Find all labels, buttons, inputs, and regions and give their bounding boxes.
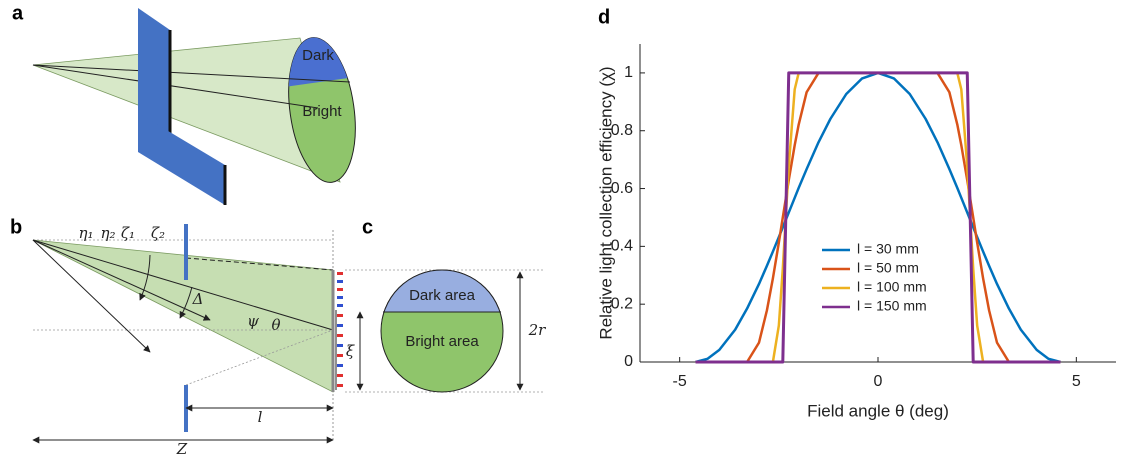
y-tick-label: 0.4 bbox=[611, 238, 633, 255]
panel-b: b η₁ η₂ ζ₁ ζ₂ Δ ψ θ ξ l Z bbox=[10, 216, 364, 457]
pixel-marks bbox=[337, 272, 343, 387]
bright-label: Bright area bbox=[405, 333, 479, 350]
ray bbox=[32, 239, 211, 321]
series-line bbox=[695, 71, 1061, 364]
dark-label: Dark area bbox=[409, 287, 476, 304]
panel-c: c Dark area Bright area 2r bbox=[345, 216, 547, 393]
legend-label: l = 30 mm bbox=[857, 241, 919, 257]
y-tick-label: 1 bbox=[624, 64, 633, 81]
angle-arc bbox=[179, 286, 193, 319]
ray bbox=[32, 64, 351, 83]
aperture-plate bbox=[138, 113, 225, 205]
ray bbox=[32, 239, 334, 331]
ray bbox=[32, 239, 151, 353]
symbol: 2r bbox=[528, 321, 547, 339]
symbol: l bbox=[258, 408, 263, 426]
symbol: Z bbox=[176, 440, 188, 457]
symbol: η₁ bbox=[79, 224, 94, 242]
symbol: ζ₂ bbox=[151, 224, 165, 242]
panel-label: a bbox=[12, 2, 24, 24]
panel-d: d Field angle θ (deg) Relative light col… bbox=[596, 6, 1116, 420]
x-tick-label: -5 bbox=[673, 373, 687, 390]
legend-label: l = 50 mm bbox=[857, 260, 919, 276]
x-tick-label: 0 bbox=[874, 373, 883, 390]
panel-a: a Dark Bright bbox=[12, 2, 356, 205]
x-axis-label: Field angle θ (deg) bbox=[807, 401, 949, 420]
panel-label: d bbox=[598, 6, 610, 28]
panel-label: c bbox=[362, 216, 373, 238]
dark-region bbox=[383, 269, 501, 312]
bright-label: Bright bbox=[302, 103, 342, 120]
symbol: η₂ bbox=[101, 224, 116, 242]
symbol: θ bbox=[271, 316, 280, 334]
x-tick-label: 5 bbox=[1072, 373, 1081, 390]
y-axis-label: Relative light collection efficiency (χ) bbox=[596, 66, 615, 339]
legend-label: l = 150 mm bbox=[857, 298, 927, 314]
panel-label: b bbox=[10, 216, 22, 238]
series-line bbox=[695, 71, 1061, 364]
dark-label: Dark bbox=[302, 47, 334, 64]
series-line bbox=[695, 71, 1061, 364]
dark-region bbox=[288, 37, 356, 93]
legend-label: l = 100 mm bbox=[857, 279, 927, 295]
series-line bbox=[695, 71, 1061, 364]
symbol: ζ₁ bbox=[121, 224, 135, 242]
symbol: Δ bbox=[192, 290, 204, 308]
y-tick-label: 0 bbox=[624, 353, 633, 370]
aperture-plate bbox=[138, 8, 170, 148]
y-tick-label: 0.8 bbox=[611, 122, 633, 139]
symbol: ψ bbox=[247, 312, 259, 330]
symbol: ξ bbox=[346, 342, 355, 360]
guide bbox=[185, 257, 334, 271]
y-tick-label: 0.6 bbox=[611, 180, 633, 197]
ray bbox=[32, 64, 319, 109]
angle-arc bbox=[139, 254, 151, 301]
y-tick-label: 0.2 bbox=[611, 295, 633, 312]
